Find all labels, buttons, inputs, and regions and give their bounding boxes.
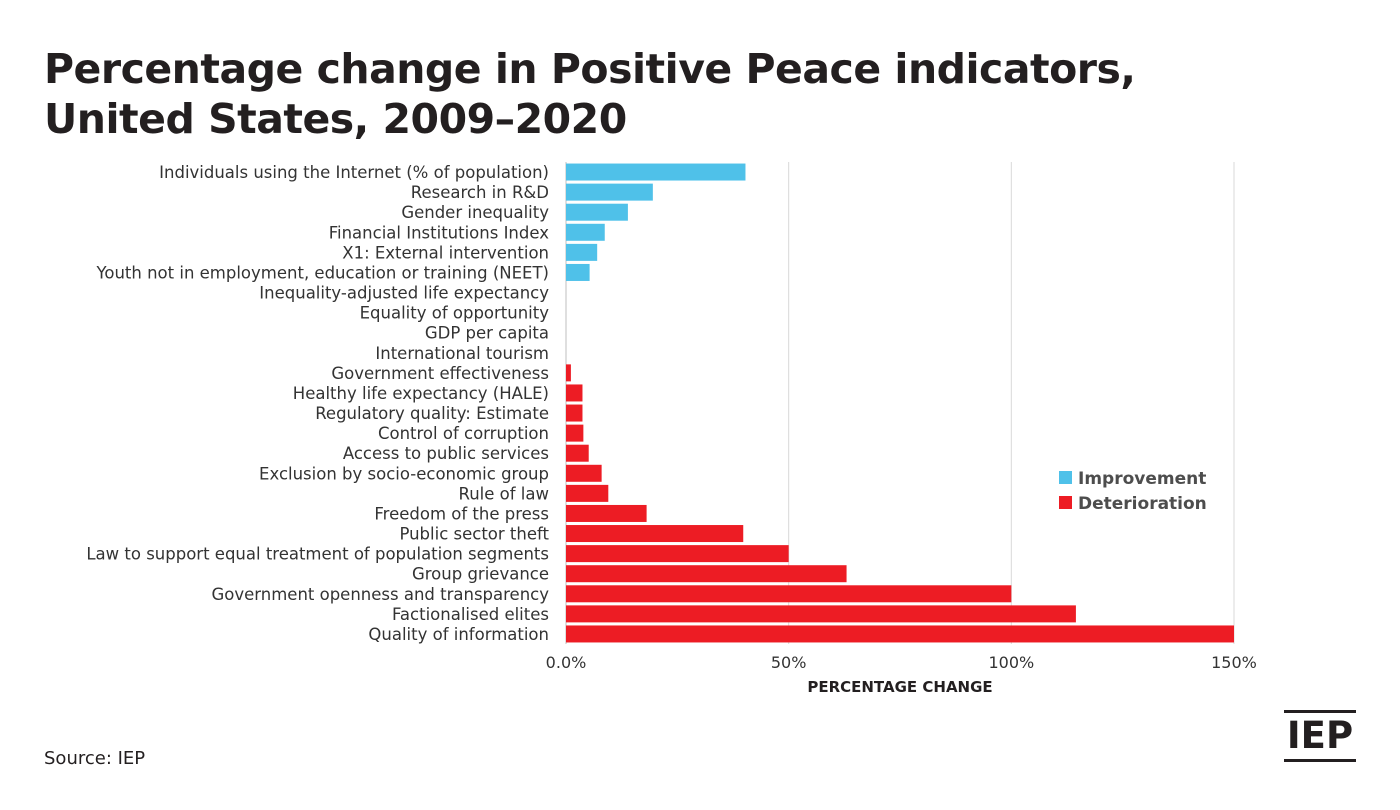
bar-0: [566, 163, 746, 181]
legend-label-deterioration: Deterioration: [1078, 494, 1207, 514]
legend: Improvement Deterioration: [1059, 469, 1207, 514]
bars: [566, 163, 1234, 643]
category-label-16: Rule of law: [458, 484, 549, 503]
chart-title-line-1: Percentage change in Positive Peace indi…: [44, 45, 1136, 93]
category-label-17: Freedom of the press: [374, 504, 549, 523]
category-label-15: Exclusion by socio-economic group: [259, 464, 549, 483]
x-tick-label-3: 150%: [1211, 653, 1257, 672]
x-tick-label-0: 0.0%: [546, 653, 587, 672]
category-label-4: X1: External intervention: [342, 243, 549, 262]
bar-21: [566, 585, 1012, 603]
bar-19: [566, 545, 789, 563]
category-label-22: Factionalised elites: [392, 605, 549, 624]
legend-swatch-deterioration: [1059, 496, 1072, 509]
category-label-14: Access to public services: [343, 444, 549, 463]
bar-5: [566, 263, 590, 281]
x-axis-ticks: 0.0% 50% 100% 150%: [546, 653, 1257, 672]
category-label-2: Gender inequality: [401, 203, 549, 222]
bar-15: [566, 464, 602, 482]
category-label-9: International tourism: [375, 344, 549, 363]
category-label-11: Healthy life expectancy (HALE): [293, 384, 549, 403]
category-labels: Individuals using the Internet (% of pop…: [86, 163, 549, 644]
bar-1: [566, 183, 653, 201]
source-note: Source: IEP: [44, 748, 146, 769]
bar-22: [566, 605, 1076, 623]
bar-13: [566, 424, 584, 442]
category-label-1: Research in R&D: [411, 183, 549, 202]
bar-14: [566, 444, 589, 462]
category-label-8: GDP per capita: [425, 324, 549, 343]
category-label-10: Government effectiveness: [331, 364, 549, 383]
chart-title-line-2: United States, 2009–2020: [44, 95, 627, 143]
x-tick-label-2: 100%: [988, 653, 1034, 672]
bar-17: [566, 504, 647, 522]
legend-swatch-improvement: [1059, 471, 1072, 484]
category-label-20: Group grievance: [412, 565, 549, 584]
category-label-0: Individuals using the Internet (% of pop…: [159, 163, 549, 182]
category-label-3: Financial Institutions Index: [329, 223, 550, 242]
category-label-6: Inequality-adjusted life expectancy: [259, 284, 549, 303]
x-tick-label-1: 50%: [771, 653, 807, 672]
bar-12: [566, 404, 583, 422]
bar-16: [566, 484, 609, 502]
category-label-7: Equality of opportunity: [360, 304, 550, 323]
category-label-21: Government openness and transparency: [211, 585, 549, 604]
bar-23: [566, 625, 1234, 643]
logo-top-rule: [1284, 710, 1356, 713]
bar-18: [566, 525, 744, 543]
bar-10: [566, 364, 571, 382]
category-label-13: Control of corruption: [378, 424, 549, 443]
bar-2: [566, 203, 628, 221]
logo-text: IEP: [1286, 714, 1354, 757]
category-label-12: Regulatory quality: Estimate: [315, 404, 549, 423]
x-axis-title: PERCENTAGE CHANGE: [807, 678, 992, 696]
bar-20: [566, 565, 847, 583]
iep-logo: IEP: [1284, 710, 1356, 762]
category-label-5: Youth not in employment, education or tr…: [95, 263, 549, 282]
bar-4: [566, 243, 598, 261]
chart-title: Percentage change in Positive Peace indi…: [44, 44, 1136, 144]
category-label-23: Quality of information: [368, 625, 549, 644]
logo-bottom-rule: [1284, 759, 1356, 762]
legend-label-improvement: Improvement: [1078, 469, 1206, 489]
gridlines: [565, 162, 1235, 644]
bar-3: [566, 223, 605, 241]
bar-11: [566, 384, 583, 402]
category-label-18: Public sector theft: [399, 525, 549, 544]
category-label-19: Law to support equal treatment of popula…: [86, 545, 549, 564]
